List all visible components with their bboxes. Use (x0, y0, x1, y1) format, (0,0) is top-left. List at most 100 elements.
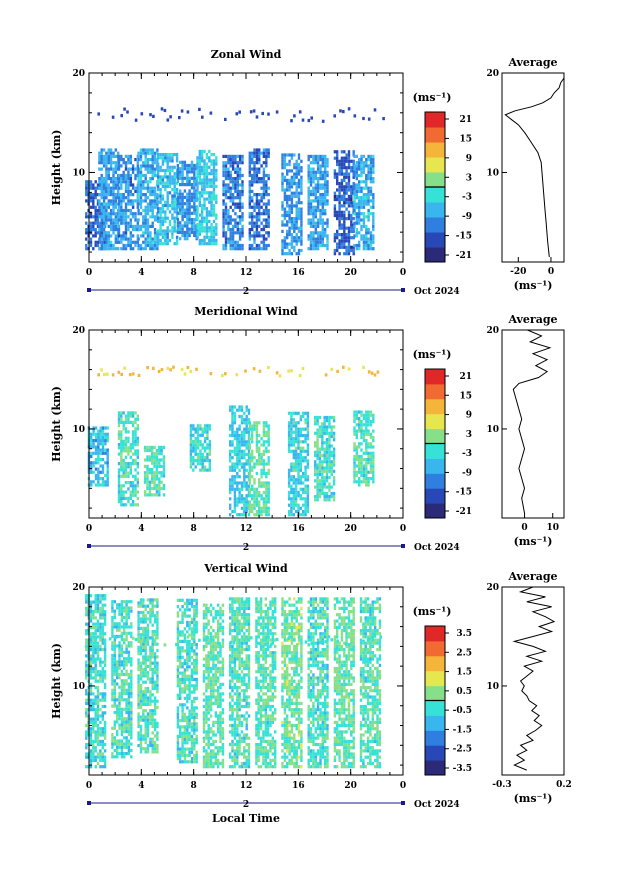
colorbar-tick-label: -9 (462, 212, 472, 222)
heatmap-cell (321, 196, 324, 200)
heatmap-cell (168, 238, 172, 243)
heatmap-cell (96, 183, 100, 187)
heatmap-cell (336, 233, 339, 237)
heatmap-cell (212, 172, 216, 176)
heatmap-cell (85, 215, 88, 219)
heatmap-cell (124, 231, 128, 235)
heatmap-cell (85, 629, 88, 633)
heatmap-cell (149, 177, 152, 181)
heatmap-cell (258, 484, 261, 488)
heatmap-cell (290, 245, 294, 249)
heatmap-cell (318, 434, 322, 439)
heatmap-cell (367, 199, 370, 203)
heatmap-cell (210, 213, 213, 217)
heatmap-cell (314, 463, 317, 467)
heatmap-cell (231, 462, 234, 466)
colorbar-swatch (425, 413, 445, 430)
heatmap-cell (369, 189, 373, 193)
heatmap-cell (117, 164, 121, 168)
heatmap-cell (157, 194, 160, 198)
heatmap-cell (319, 215, 322, 219)
heatmap-cell (248, 468, 251, 472)
heatmap-cell (201, 191, 204, 195)
heatmap-cell (362, 240, 366, 244)
heatmap-cell (94, 451, 98, 455)
heatmap-cell (262, 247, 266, 251)
heatmap-cell (144, 164, 147, 168)
heatmap-cell (127, 500, 130, 504)
heatmap-cell (372, 473, 375, 478)
heatmap-cell (309, 180, 313, 184)
heatmap-cell (297, 506, 300, 510)
heatmap-cell (203, 149, 206, 153)
heatmap-cell (248, 443, 251, 447)
heatmap-cell (210, 207, 213, 211)
heatmap-cell (120, 372, 123, 376)
heatmap-cell (286, 188, 289, 192)
heatmap-cell (350, 188, 353, 192)
heatmap-cell (367, 158, 370, 162)
heatmap-cell (355, 205, 358, 209)
heatmap-cell (321, 240, 324, 244)
heatmap-cell (290, 433, 293, 438)
heatmap-cell (258, 154, 261, 158)
heatmap-cell (318, 485, 322, 489)
heatmap-cell (304, 484, 307, 488)
heatmap-cell (120, 496, 123, 500)
heatmap-cell (151, 493, 154, 497)
heatmap-cell (117, 370, 121, 374)
heatmap-cell (92, 215, 95, 219)
heatmap-cell (324, 164, 327, 168)
heatmap-cell (255, 433, 259, 438)
heatmap-cell (318, 447, 322, 451)
heatmap-cell (109, 164, 113, 168)
heatmap-cell (304, 465, 307, 469)
heatmap-cell (255, 509, 259, 514)
heatmap-cell (297, 490, 300, 495)
heatmap-cell (227, 215, 230, 219)
heatmap-cell (290, 487, 293, 491)
heatmap-cell (321, 183, 324, 187)
heatmap-cell (92, 752, 95, 756)
heatmap-cell (134, 218, 137, 222)
heatmap-cell (295, 204, 298, 208)
heatmap-cell (251, 456, 254, 460)
heatmap-cell (312, 173, 315, 178)
heatmap-cell (143, 474, 147, 478)
heatmap-cell (222, 224, 225, 228)
heatmap-cell (367, 154, 370, 158)
heatmap-cell (299, 497, 302, 501)
heatmap-cell (122, 493, 125, 497)
heatmap-cell (353, 461, 356, 465)
heatmap-cell (85, 183, 88, 187)
heatmap-cell (116, 714, 119, 718)
heatmap-cell (129, 212, 132, 216)
heatmap-cell (333, 207, 337, 211)
heatmap-cell (369, 461, 373, 465)
heatmap-cell (323, 457, 326, 461)
heatmap-cell (318, 469, 322, 473)
heatmap-cell (215, 194, 218, 198)
heatmap-cell (179, 195, 182, 199)
heatmap-cell (362, 365, 365, 369)
heatmap-cell (107, 158, 110, 162)
heatmap-cell (236, 202, 239, 206)
heatmap-cell (255, 500, 259, 504)
heatmap-cell (324, 180, 327, 184)
heatmap-cell (99, 429, 102, 433)
heatmap-cell (123, 672, 126, 677)
heatmap-cell (372, 205, 375, 209)
heatmap-cell (166, 232, 169, 236)
heatmap-cell (255, 487, 259, 491)
heatmap-cell (360, 234, 363, 238)
heatmap-cell (229, 456, 232, 460)
heatmap-cell (101, 676, 104, 680)
heatmap-cell (372, 464, 375, 468)
heatmap-cell (238, 408, 241, 412)
heatmap-cell (101, 240, 104, 244)
heatmap-cell (307, 177, 310, 181)
heatmap-cell (120, 455, 123, 459)
heatmap-cell (370, 371, 374, 375)
heatmap-cell (120, 183, 123, 187)
heatmap-cell (103, 648, 107, 652)
